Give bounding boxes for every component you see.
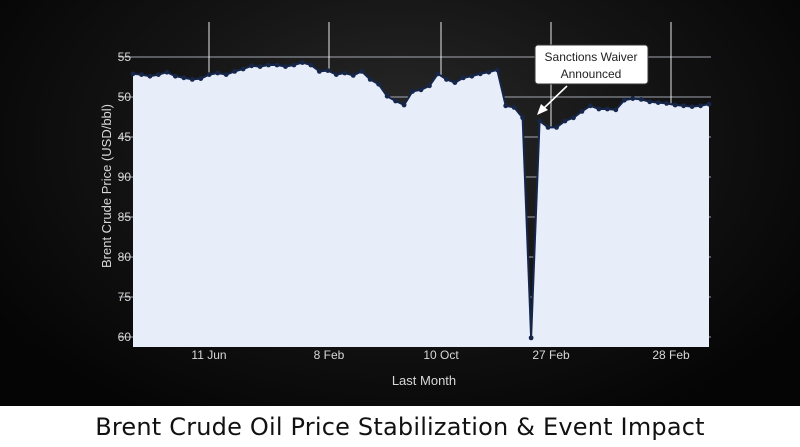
- chart-area: 55 50 45 90 85 80 75 60 11 Jun 8 Feb 10 Oct 27 Feb…: [0, 0, 800, 406]
- data-point: [664, 101, 670, 106]
- annotation-text-line2: Announced: [561, 67, 622, 81]
- y-tick-label: 55: [118, 50, 132, 64]
- data-point: [139, 72, 144, 77]
- chart-svg: 55 50 45 90 85 80 75 60 11 Jun 8 Feb 10 Oct 27 Feb…: [99, 22, 712, 388]
- data-point: [537, 118, 542, 124]
- data-point: [630, 96, 636, 101]
- data-point: [393, 98, 398, 104]
- data-point: [206, 72, 212, 77]
- y-tick-label: 45: [118, 130, 132, 144]
- data-point: [435, 71, 441, 77]
- data-point: [621, 97, 627, 103]
- data-point: [198, 76, 204, 81]
- x-tick-label: 28 Feb: [652, 348, 690, 362]
- series-markers: [130, 60, 712, 341]
- x-tick-label: 11 Jun: [191, 348, 226, 362]
- data-point: [528, 335, 534, 341]
- data-point: [520, 115, 526, 121]
- data-point: [672, 102, 678, 108]
- data-point: [325, 68, 331, 73]
- data-point: [164, 69, 170, 75]
- data-point: [571, 115, 576, 121]
- data-point: [156, 72, 161, 77]
- series-area: [133, 62, 709, 347]
- data-point: [130, 71, 136, 77]
- data-point: [316, 69, 322, 74]
- data-point: [655, 100, 661, 105]
- annotation-box: [534, 44, 649, 85]
- data-point: [147, 73, 153, 79]
- data-point: [427, 83, 432, 89]
- data-point: [579, 109, 585, 114]
- y-axis-ticks: 55 50 45 90 85 80 75 60: [118, 50, 132, 344]
- chart-title: Brent Crude Oil Price Stabilization & Ev…: [95, 412, 705, 441]
- data-point: [232, 69, 238, 74]
- x-axis-ticks: 11 Jun 8 Feb 10 Oct 27 Feb 28 Feb: [191, 348, 690, 362]
- y-tick-label: 50: [118, 90, 132, 104]
- annotation-arrowhead: [537, 104, 548, 115]
- data-point: [367, 77, 373, 82]
- data-point: [223, 72, 229, 77]
- data-point: [359, 69, 365, 74]
- data-point: [452, 80, 458, 85]
- data-point: [249, 63, 254, 69]
- data-point: [698, 103, 703, 109]
- data-point: [308, 62, 314, 68]
- data-point: [283, 64, 288, 69]
- data-point: [562, 118, 568, 124]
- data-point: [477, 71, 483, 77]
- data-point: [511, 105, 517, 110]
- data-point: [486, 69, 492, 75]
- data-point: [215, 70, 221, 76]
- data-point: [172, 73, 178, 79]
- x-tick-label: 10 Oct: [423, 348, 459, 362]
- x-tick-label: 27 Feb: [532, 348, 570, 362]
- annotation-arrow: [542, 85, 568, 110]
- data-point: [266, 62, 271, 68]
- data-point: [384, 93, 390, 99]
- data-point: [545, 125, 551, 130]
- data-point: [350, 73, 356, 78]
- data-point: [291, 62, 297, 68]
- annotation: Sanctions Waiver Announced: [534, 44, 649, 115]
- data-point: [376, 81, 382, 87]
- data-point: [410, 89, 415, 94]
- data-point: [300, 60, 305, 65]
- title-bar: Brent Crude Oil Price Stabilization & Ev…: [0, 406, 800, 447]
- data-point: [706, 101, 712, 107]
- data-point: [681, 103, 686, 109]
- y-axis-title: Brent Crude Price (USD/bbl): [99, 104, 114, 268]
- data-point: [596, 106, 602, 112]
- annotation-text-line1: Sanctions Waiver: [545, 50, 638, 64]
- data-point: [189, 77, 195, 82]
- data-point: [257, 64, 263, 69]
- data-point: [274, 62, 280, 68]
- y-tick-label: 80: [118, 250, 132, 264]
- data-point: [444, 77, 449, 82]
- data-point: [333, 72, 339, 77]
- y-tick-label: 75: [118, 290, 132, 304]
- data-point: [181, 75, 187, 81]
- data-point: [588, 103, 593, 109]
- data-point: [604, 106, 610, 112]
- x-tick-label: 8 Feb: [314, 348, 345, 362]
- y-tick-label: 90: [118, 170, 132, 184]
- data-point: [647, 99, 653, 105]
- data-point: [613, 107, 619, 113]
- data-point: [689, 104, 695, 109]
- data-point: [401, 102, 407, 108]
- data-point: [342, 70, 348, 76]
- x-axis-title: Last Month: [392, 373, 456, 388]
- data-point: [460, 75, 466, 81]
- data-point: [638, 97, 644, 102]
- data-point: [418, 87, 424, 93]
- y-tick-label: 60: [118, 330, 132, 344]
- y-tick-label: 85: [118, 210, 132, 224]
- data-point: [494, 67, 500, 73]
- data-point: [240, 66, 246, 72]
- data-point: [469, 73, 475, 79]
- data-point: [554, 125, 559, 130]
- data-point: [503, 103, 509, 109]
